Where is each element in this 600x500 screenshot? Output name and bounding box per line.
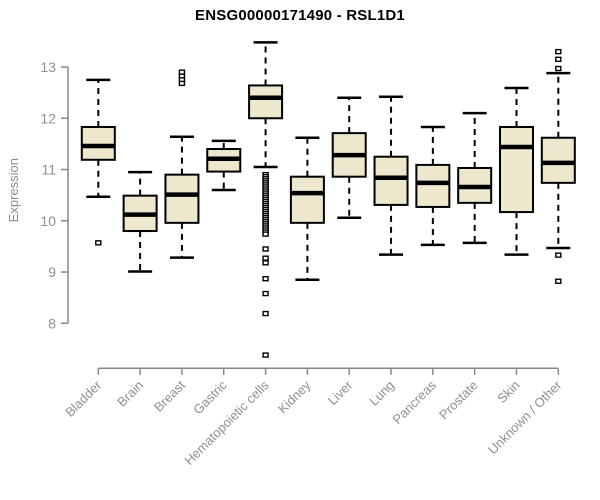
x-category-label: Skin [494,378,522,406]
box [289,175,325,224]
outlier-point [95,240,102,246]
x-category-label: Bladder [62,377,105,420]
outlier-point [262,255,269,261]
y-tick-label: 10 [40,213,56,229]
box [415,163,451,208]
outlier-point [262,290,269,297]
box [164,173,200,224]
box [248,84,284,120]
outlier-point [262,231,269,237]
y-tick-label: 12 [40,110,56,126]
x-category-label: Breast [151,377,188,414]
x-category-label: Kidney [275,377,314,416]
outlier-point [555,278,562,284]
box [373,155,409,206]
outlier-point [262,352,269,358]
x-category-label: Gastric [190,377,230,417]
outlier-point [555,65,562,72]
box [499,125,534,214]
outlier-point [178,69,186,75]
box [80,125,116,161]
outlier-point [262,260,269,266]
y-tick-label: 11 [41,162,56,178]
x-category-label: Unknown / Other [485,377,565,457]
x-category-label: Pancreas [390,377,440,427]
chart-title: ENSG00000171490 - RSL1D1 [195,7,405,24]
y-tick-label: 13 [40,59,56,75]
y-tick-label: 9 [48,264,56,280]
y-tick-label: 8 [48,315,56,331]
outlier-point [555,48,562,55]
outlier-point [555,56,562,63]
outlier-point [262,276,269,282]
outlier-point [555,252,562,258]
x-category-label: Brain [114,378,146,410]
outlier-point [178,80,186,87]
box [540,136,576,184]
outlier-point [262,310,269,317]
outlier-point [262,246,269,252]
x-category-label: Lung [366,378,397,409]
x-category-label: Liver [325,377,356,408]
x-category-label: Prostate [436,378,481,423]
